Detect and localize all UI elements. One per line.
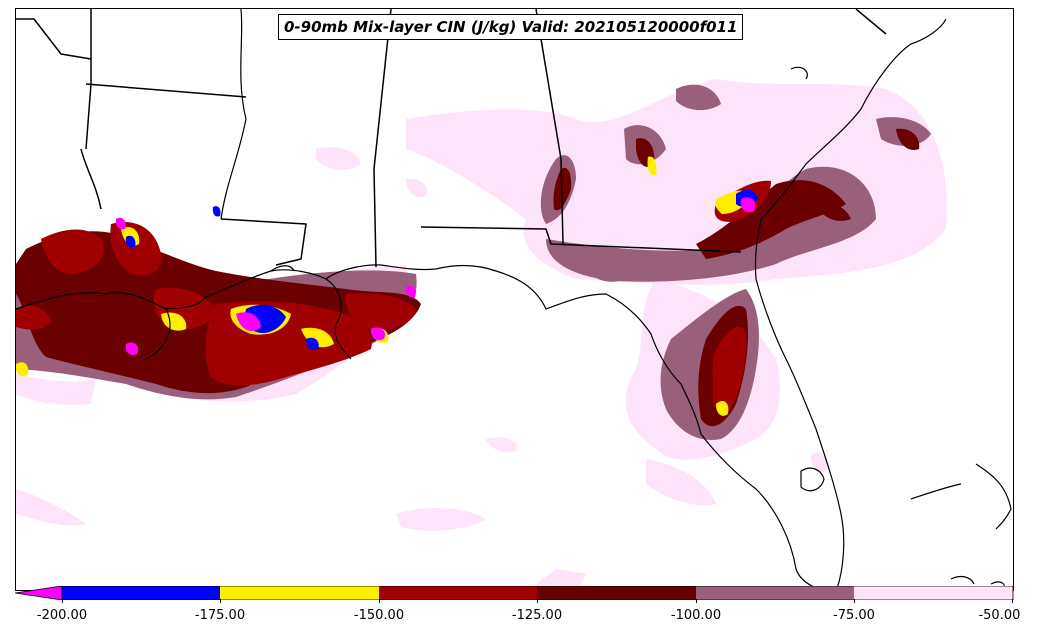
map-canvas xyxy=(16,9,1012,590)
colorbar-bin-3 xyxy=(379,586,537,600)
colorbar-bin-6 xyxy=(854,586,1013,600)
colorbar-tick-label: -200.00 xyxy=(36,608,88,623)
cin-magenta-areas xyxy=(115,197,756,355)
colorbar xyxy=(15,586,1014,600)
colorbar-tick-mark xyxy=(62,599,63,603)
colorbar-tick-label: -175.00 xyxy=(194,608,246,623)
colorbar-tick-mark xyxy=(220,599,221,603)
colorbar-tick-mark xyxy=(696,599,697,603)
colorbar-tick-label: -150.00 xyxy=(353,608,405,623)
colorbar-tick-mark xyxy=(1012,599,1013,603)
colorbar-outline xyxy=(61,586,1014,600)
colorbar-bin-4 xyxy=(537,586,696,600)
colorbar-tick-label: -50.00 xyxy=(978,608,1021,623)
colorbar-bin-5 xyxy=(696,586,854,600)
colorbar-tick-mark xyxy=(537,599,538,603)
colorbar-bin-2 xyxy=(220,586,379,600)
colorbar-extend-triangle xyxy=(15,586,63,600)
map-title: 0-90mb Mix-layer CIN (J/kg) Valid: 20210… xyxy=(278,14,744,40)
map-panel xyxy=(15,8,1014,591)
colorbar-tick-label: -125.00 xyxy=(511,608,563,623)
coastlines xyxy=(16,9,1012,590)
colorbar-tick-mark xyxy=(379,599,380,603)
colorbar-tick-label: -75.00 xyxy=(833,608,875,623)
colorbar-tick-label: -100.00 xyxy=(670,608,722,623)
colorbar-tick-mark xyxy=(854,599,855,603)
colorbar-bin-1 xyxy=(62,586,220,600)
state-boundaries xyxy=(16,9,887,268)
